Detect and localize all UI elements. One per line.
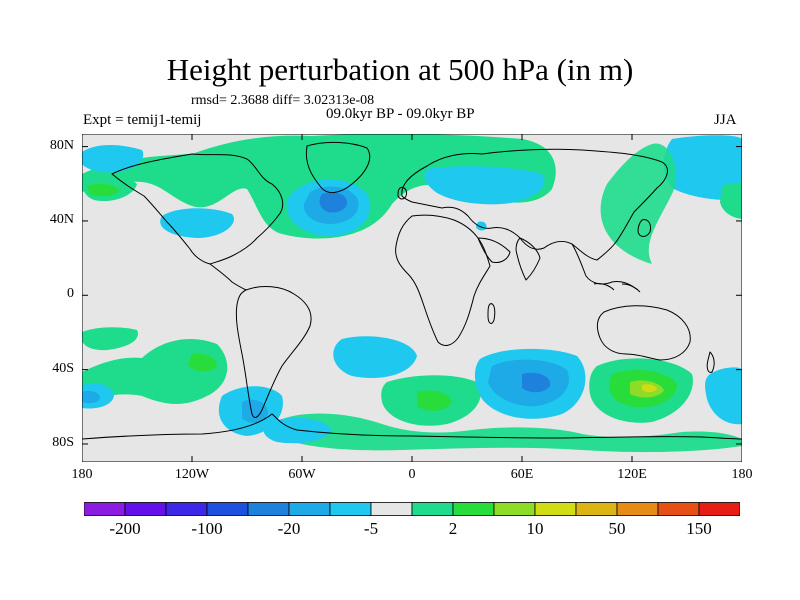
colorbar-swatch <box>493 502 536 516</box>
colorbar-swatch <box>534 502 577 516</box>
experiment-label: Expt = temij1-temij <box>83 112 202 128</box>
coastline-australia <box>596 305 691 361</box>
coastline-antarctica <box>82 413 742 440</box>
coastline-eurasia <box>401 148 668 261</box>
positive-region-south-pacific-band <box>82 338 228 404</box>
colorbar-swatch <box>206 502 249 516</box>
coastline-indonesia <box>593 283 641 293</box>
colorbar-tick-label: -5 <box>363 519 379 538</box>
positive-region-north-pacific-far-east <box>720 182 742 219</box>
colorbar-swatch <box>124 502 167 516</box>
colorbar-swatch <box>165 502 208 516</box>
positive-region-south-atlantic-core <box>417 390 452 411</box>
map-plot <box>82 134 742 462</box>
negative-region-south-pacific-far-east <box>705 367 742 425</box>
colorbar-tick-label: 150 <box>686 519 712 538</box>
coastline-japan <box>637 219 651 237</box>
positive-region-north-pacific-east <box>600 143 676 264</box>
statistics-text: rmsd= 2.3688 diff= 3.02313e-08 <box>191 93 375 108</box>
colorbar-tick-label: -100 <box>191 519 223 538</box>
coastline-greenland <box>305 141 371 193</box>
positive-region-pacific-west-core <box>87 183 120 197</box>
x-tick-label: 60E <box>510 467 534 482</box>
colorbar-swatch <box>698 502 740 516</box>
negative-region-south-america-south <box>333 336 417 378</box>
coastline-central-america <box>209 263 247 291</box>
x-tick-label: 120E <box>617 467 647 482</box>
positive-region-australia-south-max <box>642 384 657 393</box>
colorbar-swatch <box>288 502 331 516</box>
coastline-south-america <box>235 286 312 418</box>
coastline-madagascar <box>487 303 496 324</box>
negative-region-indian-ocean-peak <box>522 372 551 393</box>
colorbar-tick-label: 2 <box>448 519 458 538</box>
colorbar-tick-label: 50 <box>608 519 626 538</box>
x-tick-label: 0 <box>408 467 416 482</box>
colorbar-swatch <box>411 502 454 516</box>
negative-region-central-asia <box>476 171 532 192</box>
colorbar-tick-label: 10 <box>526 519 544 538</box>
coastlines <box>82 141 742 440</box>
positive-region-south-pacific-core <box>188 353 217 372</box>
negative-region-north-america <box>160 208 234 238</box>
colorbar-swatch <box>247 502 290 516</box>
negative-region-north-atlantic-peak <box>319 192 347 213</box>
y-tick-label: 0 <box>67 286 74 302</box>
colorbar-swatch <box>575 502 618 516</box>
colorbar-tick-label: -200 <box>109 519 141 538</box>
x-tick-label: 180 <box>71 467 93 482</box>
colorbar-swatch <box>657 502 700 516</box>
y-tick-label: 40N <box>49 211 74 227</box>
colorbar-swatch <box>452 502 495 516</box>
y-tick-label: 80N <box>49 137 74 153</box>
coastline-arabia <box>477 237 511 263</box>
colorbar-swatch <box>370 502 413 516</box>
y-tick-label: 40S <box>52 360 74 376</box>
period-label: 09.0kyr BP - 09.0kyr BP <box>326 106 475 122</box>
negative-region-south-pacific-east-core <box>242 399 268 423</box>
coastline-uk <box>397 187 407 200</box>
colorbar-swatch <box>84 502 126 516</box>
positive-region-southern-ocean <box>270 413 742 453</box>
axis-ticks <box>82 134 742 462</box>
negative-region-pacific-west <box>82 145 144 173</box>
x-tick-label: 120W <box>174 467 210 482</box>
x-tick-label: 180 <box>731 467 753 482</box>
coastline-africa <box>395 214 491 346</box>
negative-region-north-pacific-east <box>663 135 742 200</box>
colorbar <box>84 502 740 516</box>
season-label: JJA <box>714 112 737 128</box>
colorbar-swatch <box>329 502 372 516</box>
coastline-north-america <box>111 153 284 265</box>
coastline-new-zealand <box>706 351 715 373</box>
colorbar-tick-label: -20 <box>277 519 301 538</box>
coastline-india <box>515 237 541 281</box>
positive-region-south-pacific-west <box>82 327 138 351</box>
colorbar-swatch <box>616 502 659 516</box>
y-tick-label: 80S <box>52 434 74 450</box>
x-tick-label: 60W <box>288 467 316 482</box>
map-title: Height perturbation at 500 hPa (in m) <box>166 52 634 87</box>
negative-region-south-pacific-west-core <box>82 390 100 404</box>
